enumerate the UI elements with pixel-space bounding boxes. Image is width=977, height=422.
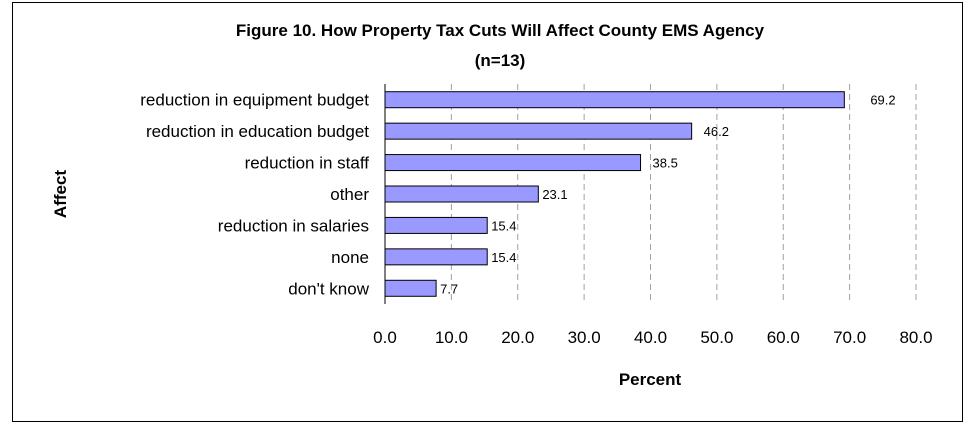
- chart-title: Figure 10. How Property Tax Cuts Will Af…: [236, 21, 765, 40]
- chart-subtitle: (n=13): [475, 51, 526, 70]
- x-tick-label: 20.0: [501, 328, 534, 347]
- x-tick-label: 30.0: [568, 328, 601, 347]
- bar: [384, 216, 488, 234]
- category-label: none: [331, 248, 369, 267]
- x-tick-label: 0.0: [373, 328, 397, 347]
- value-label: 15.4: [491, 250, 516, 265]
- bar: [384, 248, 488, 266]
- value-label: 7.7: [440, 281, 458, 296]
- x-tick-labels: 0.0 10.0 20.0 30.0 40.0 50.0 60.0 70.0 80.0: [373, 328, 932, 347]
- category-labels: reduction in equipment budget reduction i…: [140, 91, 369, 299]
- category-label: reduction in staff: [245, 154, 370, 173]
- value-label: 23.1: [542, 187, 567, 202]
- category-label: other: [330, 185, 369, 204]
- bars: [384, 91, 845, 297]
- value-label: 15.4: [491, 218, 516, 233]
- bar: [384, 91, 845, 109]
- value-label: 69.2: [870, 93, 895, 108]
- bar: [384, 279, 437, 297]
- bar: [384, 154, 642, 172]
- bar: [384, 185, 539, 203]
- category-label: don't know: [288, 279, 369, 298]
- chart-frame: [12, 2, 963, 422]
- bar-chart: Figure 10. How Property Tax Cuts Will Af…: [51, 21, 933, 389]
- x-tick-label: 80.0: [899, 328, 932, 347]
- value-label: 38.5: [653, 156, 678, 171]
- value-labels: 69.2 46.2 38.5 23.1 15.4 15.4 7.7: [440, 93, 896, 297]
- y-axis-title: Affect: [51, 170, 70, 219]
- value-label: 46.2: [704, 124, 729, 139]
- x-tick-label: 50.0: [700, 328, 733, 347]
- category-label: reduction in salaries: [218, 216, 369, 235]
- x-tick-label: 10.0: [435, 328, 468, 347]
- x-tick-label: 70.0: [833, 328, 866, 347]
- category-label: reduction in education budget: [146, 122, 369, 141]
- category-label: reduction in equipment budget: [140, 91, 369, 110]
- bar: [384, 122, 693, 140]
- x-tick-label: 40.0: [634, 328, 667, 347]
- x-axis-title: Percent: [619, 370, 682, 389]
- x-tick-label: 60.0: [767, 328, 800, 347]
